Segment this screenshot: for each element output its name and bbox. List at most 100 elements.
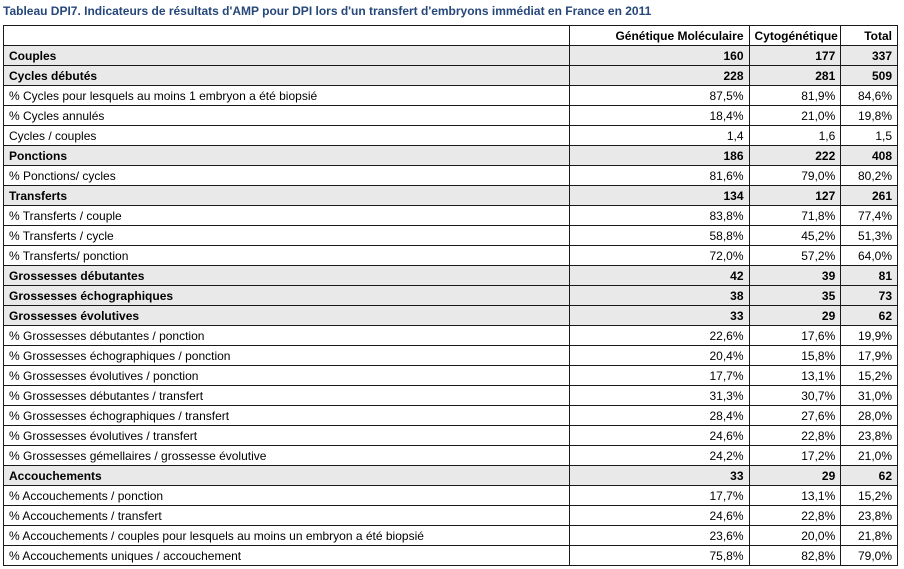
row-label: Grossesses évolutives [2,305,571,326]
value-cytogenetique: 22,8% [748,425,842,446]
value-genetique-moleculaire: 87,5% [569,85,750,106]
row-label: % Ponctions/ cycles [2,165,571,186]
value-genetique-moleculaire: 38 [569,285,750,306]
row-label: % Transferts/ ponction [2,245,571,266]
value-cytogenetique: 39 [748,265,842,286]
value-total: 408 [840,145,898,166]
table-row: % Accouchements / couples pour lesquels … [2,525,898,546]
value-genetique-moleculaire: 75,8% [569,545,750,566]
value-genetique-moleculaire: 72,0% [569,245,750,266]
row-label: Cycles débutés [2,65,571,86]
value-cytogenetique: 281 [748,65,842,86]
results-table: Génétique Moléculaire Cytogénétique Tota… [2,25,898,566]
value-total: 1,5 [840,125,898,146]
value-genetique-moleculaire: 17,7% [569,485,750,506]
table-row: % Accouchements / ponction 17,7% 13,1% 15,2… [2,485,898,506]
header-genetique-moleculaire: Génétique Moléculaire [569,25,750,46]
table-body: Couples 160 177 337 Cycles débutés 228 281 509%… [2,45,898,566]
value-genetique-moleculaire: 42 [569,265,750,286]
value-genetique-moleculaire: 23,6% [569,525,750,546]
value-cytogenetique: 27,6% [748,405,842,426]
row-label: Accouchements [2,465,571,486]
value-genetique-moleculaire: 81,6% [569,165,750,186]
value-genetique-moleculaire: 33 [569,465,750,486]
value-genetique-moleculaire: 28,4% [569,405,750,426]
value-total: 15,2% [840,365,898,386]
table-row: % Ponctions/ cycles 81,6% 79,0% 80,2% [2,165,898,186]
value-cytogenetique: 177 [748,45,842,66]
row-label: Transferts [2,185,571,206]
value-genetique-moleculaire: 20,4% [569,345,750,366]
value-total: 21,0% [840,445,898,466]
value-cytogenetique: 15,8% [748,345,842,366]
value-cytogenetique: 17,2% [748,445,842,466]
value-total: 23,8% [840,425,898,446]
header-label-column [2,25,571,46]
value-cytogenetique: 29 [748,465,842,486]
value-genetique-moleculaire: 24,6% [569,505,750,526]
row-label: % Grossesses évolutives / transfert [2,425,571,446]
table-row: % Accouchements / transfert 24,6% 22,8% 23,… [2,505,898,526]
value-total: 21,8% [840,525,898,546]
table-row: Ponctions 186 222 408 [2,145,898,166]
value-cytogenetique: 57,2% [748,245,842,266]
value-total: 62 [840,465,898,486]
value-total: 17,9% [840,345,898,366]
value-total: 261 [840,185,898,206]
row-label: % Grossesses échographiques / transfert [2,405,571,426]
value-genetique-moleculaire: 58,8% [569,225,750,246]
row-label: % Cycles pour lesquels au moins 1 embryo… [2,85,571,106]
table-row: % Grossesses échographiques / ponction 20… [2,345,898,366]
header-total: Total [840,25,898,46]
value-total: 28,0% [840,405,898,426]
table-row: % Grossesses évolutives / transfert 24,6%… [2,425,898,446]
table-row: Cycles débutés 228 281 509 [2,65,898,86]
value-total: 73 [840,285,898,306]
row-label: Grossesses échographiques [2,285,571,306]
row-label: % Accouchements / transfert [2,505,571,526]
value-genetique-moleculaire: 160 [569,45,750,66]
value-total: 509 [840,65,898,86]
row-label: Ponctions [2,145,571,166]
value-total: 81 [840,265,898,286]
table-row: Transferts 134 127 261 [2,185,898,206]
value-genetique-moleculaire: 31,3% [569,385,750,406]
value-genetique-moleculaire: 228 [569,65,750,86]
value-cytogenetique: 35 [748,285,842,306]
value-cytogenetique: 30,7% [748,385,842,406]
value-cytogenetique: 79,0% [748,165,842,186]
row-label: Cycles / couples [2,125,571,146]
value-cytogenetique: 222 [748,145,842,166]
value-genetique-moleculaire: 186 [569,145,750,166]
row-label: % Grossesses échographiques / ponction [2,345,571,366]
value-genetique-moleculaire: 24,2% [569,445,750,466]
value-cytogenetique: 45,2% [748,225,842,246]
value-total: 79,0% [840,545,898,566]
value-cytogenetique: 29 [748,305,842,326]
table-row: Grossesses échographiques 38 35 73 [2,285,898,306]
value-total: 337 [840,45,898,66]
row-label: % Accouchements uniques / accouchement [2,545,571,566]
value-cytogenetique: 71,8% [748,205,842,226]
table-row: % Grossesses gémellaires / grossesse évo… [2,445,898,466]
value-total: 84,6% [840,85,898,106]
row-label: % Grossesses gémellaires / grossesse évo… [2,445,571,466]
table-row: % Cycles pour lesquels au moins 1 embryo… [2,85,898,106]
value-cytogenetique: 127 [748,185,842,206]
value-total: 19,8% [840,105,898,126]
table-row: % Grossesses débutantes / ponction 22,6% 1… [2,325,898,346]
table-row: % Grossesses évolutives / ponction 17,7% 1… [2,365,898,386]
table-row: % Transferts/ ponction 72,0% 57,2% 64,0% [2,245,898,266]
row-label: % Accouchements / couples pour lesquels … [2,525,571,546]
table-row: % Transferts / couple 83,8% 71,8% 77,4% [2,205,898,226]
value-total: 31,0% [840,385,898,406]
table-title: Tableau DPI7. Indicateurs de résultats d… [3,4,652,18]
value-cytogenetique: 22,8% [748,505,842,526]
value-total: 77,4% [840,205,898,226]
row-label: % Transferts / couple [2,205,571,226]
value-total: 80,2% [840,165,898,186]
row-label: Couples [2,45,571,66]
row-label: % Transferts / cycle [2,225,571,246]
value-genetique-moleculaire: 1,4 [569,125,750,146]
row-label: % Grossesses débutantes / transfert [2,385,571,406]
